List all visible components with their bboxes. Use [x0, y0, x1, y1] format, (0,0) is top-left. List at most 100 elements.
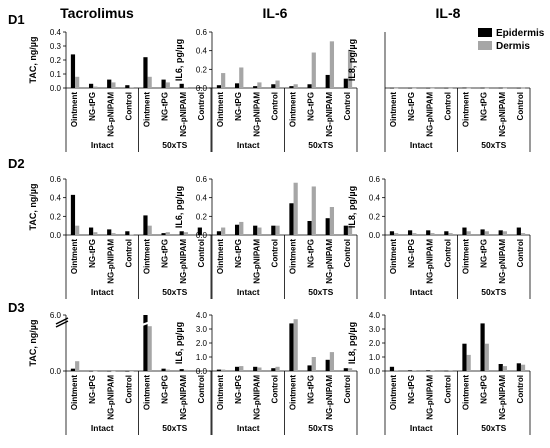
- bar-epidermis: [216, 231, 222, 235]
- group-label-50xts: 50xTS: [308, 140, 333, 150]
- bar-epidermis: [179, 369, 184, 371]
- bar-dermis: [75, 76, 80, 88]
- y-tick-label: 0.0: [50, 367, 62, 376]
- x-tick-label: Ointment: [389, 375, 398, 410]
- x-tick-label: Ointment: [70, 375, 79, 410]
- y-tick-label: 0.4: [50, 28, 62, 37]
- bar-dermis: [129, 234, 134, 236]
- legend-swatch-epidermis: [478, 28, 492, 37]
- bar-dermis: [183, 232, 189, 235]
- x-tick-label: NG-tPG: [407, 92, 416, 121]
- bar-epidermis: [462, 343, 467, 371]
- bar-dermis: [183, 369, 189, 371]
- x-tick-label: NG-tPG: [161, 375, 170, 404]
- legend-label-dermis: Dermis: [496, 41, 530, 52]
- y-tick-label: 0.2: [50, 212, 62, 221]
- bar-dermis: [165, 82, 170, 88]
- panel-d3-il-6: IL6, pg/µg 0.0 1.0 2.0 3.0 4.0 Ointment NG-tPG N…: [174, 311, 358, 435]
- bar-dermis: [484, 343, 489, 371]
- x-tick-label: Ointment: [143, 239, 152, 274]
- bar-dermis: [520, 87, 526, 89]
- y-tick-label: 0.2: [50, 56, 62, 65]
- bar-dermis: [311, 357, 316, 371]
- y-tick-label: 0.0: [196, 231, 208, 240]
- group-label-intact: Intact: [91, 287, 114, 297]
- y-axis-label: TAC, ng/µg: [28, 319, 38, 366]
- y-tick-label: 6.0: [50, 311, 62, 320]
- x-tick-label: Control: [443, 375, 452, 403]
- bar-dermis: [394, 370, 399, 371]
- x-tick-label: Control: [343, 92, 352, 120]
- x-tick-label: Control: [270, 375, 279, 403]
- y-tick-label: 0.0: [50, 231, 62, 240]
- x-tick-label: NG-pNIPAM: [252, 375, 261, 420]
- y-axis-label: TAC, ng/µg: [28, 36, 38, 83]
- bar-epidermis: [234, 224, 240, 235]
- row-label-d3: D3: [8, 300, 25, 315]
- panel-d1-il-6: IL6, pg/µg 0.0 0.2 0.4 0.6 Ointment NG-tPG NG-p…: [174, 28, 358, 152]
- bar-dermis: [311, 186, 316, 235]
- bar-dermis: [111, 82, 116, 88]
- bar-epidermis: [161, 79, 166, 88]
- bar-dermis: [347, 50, 353, 88]
- x-tick-label: NG-pNIPAM: [425, 375, 434, 420]
- y-tick-label: 0.3: [50, 42, 62, 51]
- bar-epidermis: [253, 366, 258, 371]
- bar-dermis: [502, 231, 508, 235]
- y-axis-label: IL6, pg/µg: [174, 322, 184, 364]
- bar-dermis: [412, 370, 417, 371]
- bar-dermis: [430, 87, 435, 89]
- bar-epidermis: [88, 370, 94, 372]
- bar-dermis: [221, 369, 226, 371]
- bar-dermis: [293, 182, 298, 235]
- bar-epidermis: [125, 370, 130, 372]
- group-label-50xts: 50xTS: [308, 287, 333, 297]
- bar-epidermis: [389, 87, 395, 89]
- bar-dermis: [520, 364, 526, 371]
- y-tick-label: 3.0: [369, 325, 381, 334]
- bar-epidermis: [125, 231, 130, 235]
- group-label-intact: Intact: [410, 140, 433, 150]
- bar-epidermis: [70, 194, 76, 235]
- bar-dermis: [502, 87, 508, 89]
- bar-epidermis: [107, 370, 112, 372]
- x-tick-label: Ointment: [70, 239, 79, 274]
- bar-epidermis: [407, 370, 413, 371]
- bar-dermis: [466, 87, 471, 89]
- column-title-il6: IL-6: [263, 5, 288, 21]
- y-tick-label: 4.0: [369, 311, 381, 320]
- bar-dermis: [183, 87, 189, 88]
- bar-epidermis: [480, 87, 485, 89]
- x-tick-label: Ointment: [389, 239, 398, 274]
- bar-dermis: [520, 233, 526, 235]
- bar-dermis: [147, 76, 152, 88]
- bar-dermis: [484, 87, 489, 89]
- bar-dermis: [347, 225, 353, 235]
- x-tick-label: Ointment: [289, 239, 298, 274]
- group-label-intact: Intact: [410, 423, 433, 433]
- bar-dermis: [466, 231, 471, 235]
- y-tick-label: 1.0: [369, 353, 381, 362]
- bar-dermis: [93, 86, 98, 88]
- bar-epidermis: [462, 87, 467, 89]
- bar-epidermis: [143, 315, 148, 371]
- y-tick-label: 0.2: [196, 65, 208, 74]
- bar-dermis: [412, 233, 417, 235]
- x-tick-label: NG-pNIPAM: [179, 92, 188, 137]
- bar-epidermis: [343, 368, 348, 371]
- bar-dermis: [448, 370, 453, 371]
- x-tick-label: Control: [197, 239, 206, 267]
- bar-dermis: [329, 207, 335, 235]
- x-tick-label: Control: [343, 239, 352, 267]
- bar-dermis: [275, 80, 280, 88]
- x-tick-label: Control: [270, 239, 279, 267]
- bar-dermis: [201, 370, 207, 372]
- x-tick-label: NG-tPG: [88, 239, 97, 268]
- bar-dermis: [275, 366, 280, 371]
- group-label-intact: Intact: [91, 140, 114, 150]
- bar-epidermis: [234, 83, 240, 88]
- y-tick-label: 0.1: [50, 70, 62, 79]
- group-label-intact: Intact: [237, 140, 260, 150]
- group-label-intact: Intact: [91, 423, 114, 433]
- x-tick-label: NG-pNIPAM: [252, 92, 261, 137]
